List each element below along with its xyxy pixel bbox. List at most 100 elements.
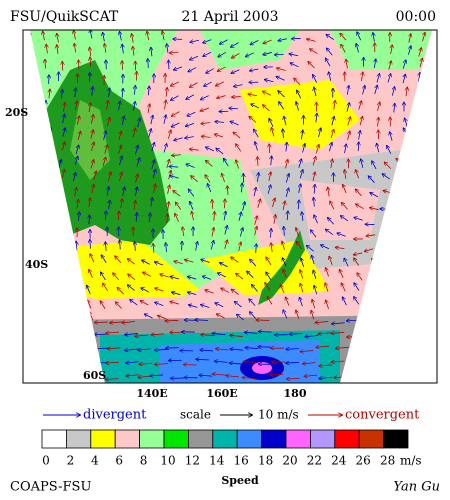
wind-arrow bbox=[383, 235, 392, 239]
wind-arrow bbox=[63, 114, 65, 124]
wind-arrow bbox=[377, 335, 391, 336]
wind-arrow bbox=[390, 350, 404, 351]
wind-arrow bbox=[265, 283, 271, 291]
colorbar-swatch bbox=[163, 429, 189, 449]
wind-arrow bbox=[370, 208, 379, 210]
wind-arrow bbox=[230, 121, 239, 126]
wind-arrow bbox=[368, 302, 375, 309]
wind-arrow bbox=[201, 136, 211, 137]
wind-arrow bbox=[405, 118, 408, 128]
wind-arrow bbox=[192, 211, 194, 221]
wind-arrow bbox=[265, 80, 274, 82]
wind-arrow bbox=[269, 119, 274, 127]
wind-arrow bbox=[224, 211, 226, 221]
wind-arrow bbox=[136, 174, 138, 183]
wind-arrow bbox=[329, 256, 333, 266]
wind-arrow bbox=[216, 148, 224, 155]
wind-arrow bbox=[139, 363, 153, 364]
wind-arrow bbox=[148, 59, 149, 68]
wind-arrow bbox=[151, 198, 152, 207]
wind-arrow bbox=[354, 283, 360, 291]
wind-arrow bbox=[267, 297, 273, 305]
wind-arrow bbox=[283, 270, 287, 278]
wind-arrow bbox=[73, 173, 75, 182]
wind-arrow bbox=[122, 116, 124, 126]
wind-arrow bbox=[224, 159, 229, 167]
wind-arrow bbox=[372, 161, 377, 170]
wind-arrow bbox=[305, 335, 318, 336]
wind-arrow bbox=[400, 247, 409, 253]
wind-arrow bbox=[330, 201, 335, 210]
wind-arrow bbox=[302, 212, 303, 222]
wind-arrow bbox=[31, 159, 35, 168]
colorbar-label: 24 bbox=[331, 454, 347, 468]
wind-arrow bbox=[254, 129, 259, 138]
wind-arrow bbox=[44, 101, 46, 110]
scale-value: 10 m/s bbox=[258, 408, 299, 422]
wind-arrow bbox=[383, 247, 392, 252]
wind-arrow bbox=[30, 143, 32, 152]
wind-arrow bbox=[127, 285, 135, 291]
wind-arrow bbox=[46, 44, 47, 54]
wind-arrow bbox=[190, 40, 200, 42]
wind-arrow bbox=[168, 130, 170, 139]
wind-arrow bbox=[207, 184, 212, 193]
wind-arrow bbox=[296, 102, 299, 111]
wind-arrow bbox=[289, 54, 299, 56]
wind-arrow bbox=[212, 333, 226, 334]
wind-arrow bbox=[205, 175, 211, 183]
wind-arrow bbox=[50, 374, 63, 375]
wind-arrow bbox=[107, 101, 109, 110]
colorbar-swatch bbox=[285, 429, 311, 449]
wind-arrow bbox=[108, 172, 110, 181]
wind-arrow bbox=[425, 180, 432, 182]
wind-arrow bbox=[113, 273, 120, 281]
wind-arrow bbox=[363, 86, 365, 95]
wind-arrow bbox=[373, 33, 375, 42]
wind-arrow bbox=[140, 301, 149, 306]
wind-arrow bbox=[336, 347, 349, 348]
wind-arrow bbox=[358, 142, 359, 152]
wind-arrow bbox=[175, 214, 180, 222]
wind-arrow bbox=[46, 169, 48, 179]
wind-arrow bbox=[400, 316, 409, 321]
wind-arrow bbox=[314, 185, 315, 194]
wind-arrow bbox=[188, 277, 197, 280]
wind-arrow bbox=[303, 363, 316, 364]
wind-arrow bbox=[222, 174, 225, 183]
wind-arrow bbox=[220, 39, 228, 44]
wind-arrow bbox=[282, 258, 287, 267]
wind-arrow bbox=[390, 132, 393, 141]
wind-arrow bbox=[28, 170, 30, 179]
wind-arrow bbox=[326, 268, 329, 277]
wind-arrow bbox=[56, 286, 60, 295]
scale-label: scale bbox=[180, 408, 211, 422]
wind-arrow bbox=[188, 292, 197, 296]
wind-arrow bbox=[89, 270, 93, 278]
wind-arrow bbox=[145, 314, 153, 319]
wind-arrow bbox=[376, 74, 379, 83]
wind-arrow bbox=[75, 268, 79, 277]
wind-arrow bbox=[356, 170, 360, 179]
wind-arrow bbox=[170, 52, 179, 53]
wind-arrow bbox=[103, 283, 109, 292]
wind-arrow bbox=[147, 31, 149, 41]
wind-arrow bbox=[278, 39, 288, 41]
wind-arrow bbox=[313, 270, 317, 280]
wind-arrow bbox=[200, 350, 213, 351]
wind-arrow bbox=[151, 115, 153, 125]
wind-arrow bbox=[314, 215, 318, 224]
wind-arrow bbox=[406, 87, 407, 97]
wind-arrow bbox=[196, 242, 198, 251]
wind-arrow bbox=[138, 118, 140, 128]
wind-arrow bbox=[134, 86, 135, 95]
wind-arrow bbox=[387, 74, 391, 83]
wind-arrow bbox=[135, 242, 136, 251]
wind-arrow bbox=[368, 176, 375, 183]
wind-arrow bbox=[230, 335, 243, 336]
wind-arrow bbox=[408, 46, 411, 55]
wind-arrow bbox=[214, 212, 215, 221]
wind-arrow bbox=[59, 184, 61, 194]
wind-arrow bbox=[384, 162, 392, 169]
